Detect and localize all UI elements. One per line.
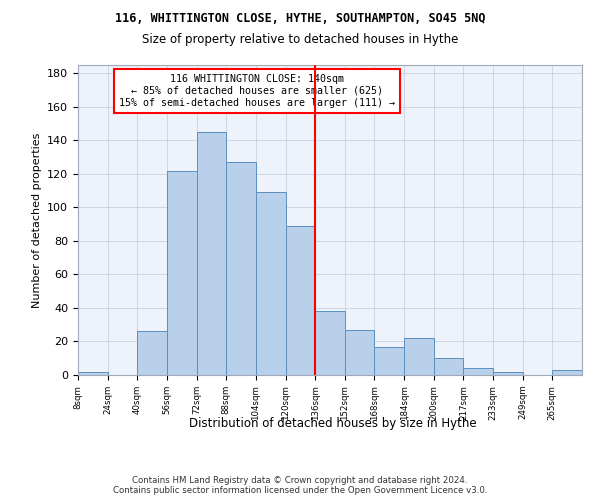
Text: 116, WHITTINGTON CLOSE, HYTHE, SOUTHAMPTON, SO45 5NQ: 116, WHITTINGTON CLOSE, HYTHE, SOUTHAMPT…: [115, 12, 485, 26]
Text: Contains HM Land Registry data © Crown copyright and database right 2024.
Contai: Contains HM Land Registry data © Crown c…: [113, 476, 487, 495]
Bar: [345, 330, 374, 375]
Bar: [78, 372, 107, 375]
Bar: [226, 162, 256, 375]
Bar: [553, 370, 582, 375]
Bar: [256, 192, 286, 375]
Bar: [493, 372, 523, 375]
Bar: [315, 312, 345, 375]
Text: Distribution of detached houses by size in Hythe: Distribution of detached houses by size …: [189, 418, 477, 430]
Bar: [434, 358, 463, 375]
Text: 116 WHITTINGTON CLOSE: 140sqm
← 85% of detached houses are smaller (625)
15% of : 116 WHITTINGTON CLOSE: 140sqm ← 85% of d…: [119, 74, 395, 108]
Text: Size of property relative to detached houses in Hythe: Size of property relative to detached ho…: [142, 32, 458, 46]
Bar: [167, 170, 197, 375]
Y-axis label: Number of detached properties: Number of detached properties: [32, 132, 41, 308]
Bar: [374, 346, 404, 375]
Bar: [463, 368, 493, 375]
Bar: [404, 338, 434, 375]
Bar: [286, 226, 315, 375]
Bar: [137, 332, 167, 375]
Bar: [197, 132, 226, 375]
